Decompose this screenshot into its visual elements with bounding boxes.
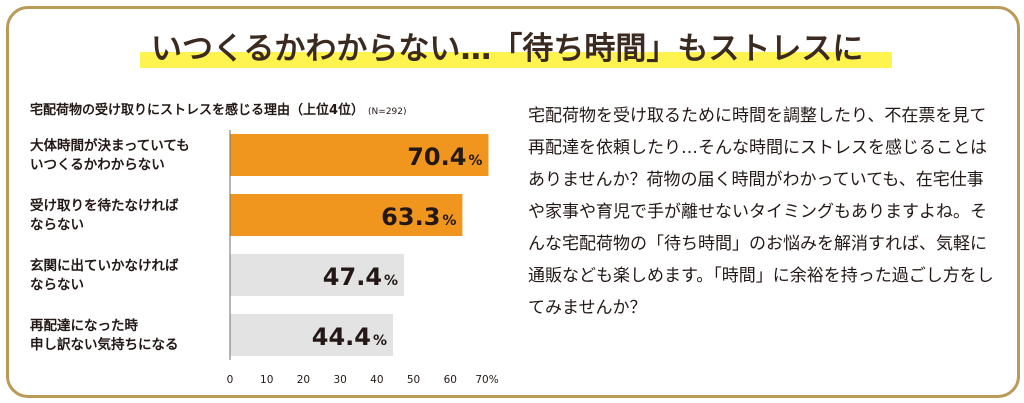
data-label-unit: % [442, 213, 456, 229]
x-tick-label: 10 [260, 374, 273, 386]
data-label: 47.4 [323, 263, 382, 291]
category-label: 再配達になった時 申し訳ない気持ちになる [30, 318, 179, 353]
x-tick-label: 60 [444, 374, 457, 386]
data-label: 63.3 [381, 203, 440, 231]
headline-highlight [140, 52, 892, 68]
body-paragraph: 宅配荷物を受け取るために時間を調整したり、不在票を見て再配達を依頼したり…そんな… [528, 106, 994, 318]
category-label: 大体時間が決まっていても いつくるかわからない [30, 138, 190, 173]
data-label-unit: % [384, 273, 398, 289]
category-label: 玄関に出ていかなければ ならない [30, 258, 179, 293]
category-label: 受け取りを待たなければ ならない [30, 198, 179, 233]
data-label: 44.4 [312, 323, 371, 351]
x-tick-label: 40 [370, 374, 383, 386]
chart-title-text: 宅配荷物の受け取りにストレスを感じる理由（上位4位） [30, 103, 365, 118]
sample-size-note: (N=292) [368, 107, 407, 117]
bar [230, 194, 463, 236]
x-tick-label: 70% [475, 374, 498, 386]
x-tick-label: 20 [297, 374, 310, 386]
data-label-unit: % [468, 153, 482, 169]
bar [230, 254, 405, 296]
data-label: 70.4 [407, 143, 466, 171]
bar [230, 314, 394, 356]
bar [230, 134, 489, 176]
x-tick-label: 30 [333, 374, 346, 386]
data-label-unit: % [373, 333, 387, 349]
card-frame [6, 6, 1020, 398]
x-tick-label: 0 [227, 374, 234, 386]
chart-title: 宅配荷物の受け取りにストレスを感じる理由（上位4位） (N=292) [30, 99, 407, 118]
x-tick-label: 50 [407, 374, 420, 386]
headline: いつくるかわからない…「待ち時間」もストレスに [151, 31, 864, 67]
